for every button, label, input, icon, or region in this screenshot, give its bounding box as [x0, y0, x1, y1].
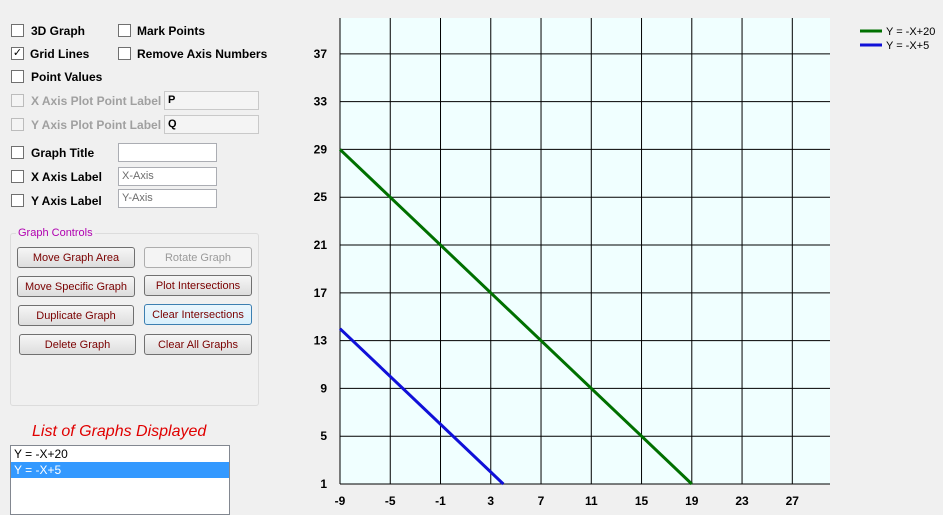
move-graph-area-button[interactable]: Move Graph Area — [17, 247, 135, 268]
x-axis-label-field[interactable]: X-Axis — [118, 167, 217, 186]
x-tick-label: 19 — [685, 494, 699, 508]
rotate-graph-button[interactable]: Rotate Graph — [144, 247, 252, 268]
mark-points-label: Mark Points — [137, 24, 206, 38]
point-values-label: Point Values — [31, 70, 103, 84]
clear-intersections-button[interactable]: Clear Intersections — [144, 304, 252, 325]
y-tick-label: 25 — [314, 190, 328, 204]
x-tick-label: -9 — [335, 494, 346, 508]
remove-axis-numbers-checkbox[interactable] — [118, 47, 131, 60]
x-tick-label: 11 — [585, 494, 598, 508]
x-tick-label: 15 — [635, 494, 649, 508]
series-line-1 — [338, 148, 693, 486]
y-tick-label: 1 — [320, 477, 327, 491]
x-tick-label: 23 — [735, 494, 749, 508]
plot-area — [340, 18, 830, 484]
y-tick-label: 33 — [314, 95, 328, 109]
y-tick-label: 5 — [320, 429, 327, 443]
mark-points-checkbox[interactable] — [118, 24, 131, 37]
graph-title-field[interactable] — [118, 143, 217, 162]
x-tick-label: 3 — [487, 494, 494, 508]
x-tick-label: 27 — [786, 494, 800, 508]
y-axis-label-checkbox[interactable] — [11, 194, 24, 207]
y-plot-point-label-label: Y Axis Plot Point Label — [31, 118, 162, 132]
grid-lines-label: Grid Lines — [30, 47, 90, 61]
list-item[interactable]: Y = -X+20 — [14, 447, 68, 461]
list-item-selected[interactable]: Y = -X+5 — [11, 462, 229, 478]
grid-lines — [339, 18, 830, 485]
duplicate-graph-button[interactable]: Duplicate Graph — [18, 305, 134, 326]
x-tick-label: -5 — [385, 494, 396, 508]
legend-label: Y = -X+20 — [886, 26, 935, 38]
clear-all-graphs-button[interactable]: Clear All Graphs — [144, 334, 252, 355]
y-axis-label-label: Y Axis Label — [31, 194, 102, 208]
graph-listbox[interactable]: Y = -X+20 Y = -X+5 — [10, 445, 230, 515]
y-tick-label: 29 — [314, 142, 328, 156]
3d-graph-checkbox[interactable] — [11, 24, 24, 37]
x-axis-label-label: X Axis Label — [31, 170, 102, 184]
grid-lines-checkbox[interactable]: ✓ — [11, 47, 24, 60]
legend-label: Y = -X+5 — [886, 40, 929, 52]
plot-intersections-button[interactable]: Plot Intersections — [144, 275, 252, 296]
y-tick-label: 13 — [314, 334, 328, 348]
y-tick-label: 21 — [314, 238, 328, 252]
x-axis-label-checkbox[interactable] — [11, 170, 24, 183]
graph-title-label: Graph Title — [31, 146, 95, 160]
y-tick-label: 9 — [320, 381, 327, 395]
x-plot-point-label-field[interactable]: P — [164, 91, 259, 110]
graph-controls-group — [10, 233, 259, 406]
move-specific-graph-button[interactable]: Move Specific Graph — [17, 276, 135, 297]
graph-controls-title: Graph Controls — [16, 227, 95, 239]
checkmark-icon: ✓ — [12, 47, 23, 59]
graph-lines — [338, 148, 693, 486]
y-axis-label-field[interactable]: Y-Axis — [118, 189, 217, 208]
x-tick-label: -1 — [435, 494, 446, 508]
graph-list-title: List of Graphs Displayed — [32, 423, 207, 440]
point-values-checkbox[interactable] — [11, 70, 24, 83]
y-plot-point-label-field[interactable]: Q — [164, 115, 259, 134]
y-tick-label: 17 — [314, 286, 328, 300]
y-plot-point-label-checkbox[interactable] — [11, 118, 24, 131]
x-plot-point-label-checkbox[interactable] — [11, 94, 24, 107]
legend: Y = -X+20 Y = -X+5 — [860, 26, 935, 52]
y-tick-label: 37 — [314, 47, 328, 61]
x-plot-point-label-label: X Axis Plot Point Label — [31, 94, 162, 108]
remove-axis-numbers-label: Remove Axis Numbers — [137, 47, 268, 61]
graph-title-checkbox[interactable] — [11, 146, 24, 159]
series-line-2 — [338, 327, 505, 486]
3d-graph-label: 3D Graph — [31, 24, 86, 38]
x-tick-label: 7 — [538, 494, 545, 508]
delete-graph-button[interactable]: Delete Graph — [19, 334, 136, 355]
